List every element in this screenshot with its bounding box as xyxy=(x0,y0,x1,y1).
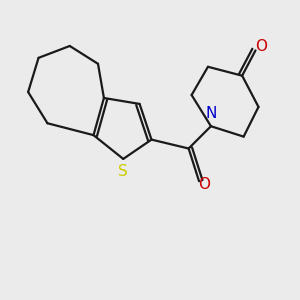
Text: S: S xyxy=(118,164,128,179)
Text: O: O xyxy=(198,177,210,192)
Text: O: O xyxy=(255,39,267,54)
Text: N: N xyxy=(205,106,217,121)
